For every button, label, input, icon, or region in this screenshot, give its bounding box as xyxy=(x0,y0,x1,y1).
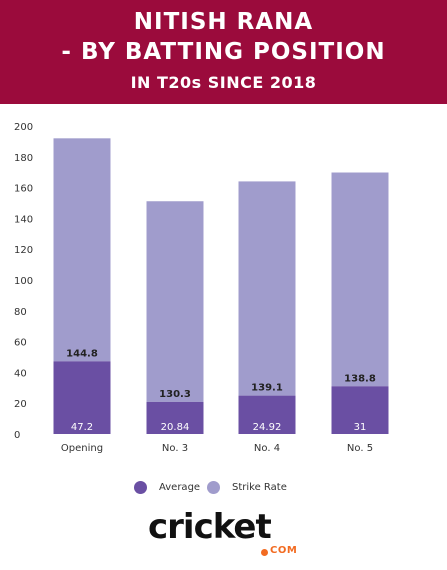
y-tick-label: 180 xyxy=(14,153,33,164)
y-tick-label: 100 xyxy=(14,276,33,287)
data-labels: 144.8 47.2 130.3 20.84 139.1 24.92 138.8 31 xyxy=(66,348,376,433)
chart-title-line-2: - BY BATTING POSITION xyxy=(61,39,386,65)
y-tick-label: 60 xyxy=(14,338,27,349)
bar-average xyxy=(331,386,389,434)
stacked-bar-chart: 0 20 40 60 80 100 120 140 160 180 200 144.8 47.2 130… xyxy=(14,122,389,454)
y-tick-label: 40 xyxy=(14,368,27,379)
data-label-average: 47.2 xyxy=(71,422,93,433)
data-label-average: 31 xyxy=(354,422,367,433)
legend-label-average: Average xyxy=(159,481,201,493)
bar-strike-rate xyxy=(53,138,111,362)
bar-average xyxy=(238,395,296,434)
legend-item-average: Average xyxy=(134,479,200,495)
x-axis: Opening No. 3 No. 4 No. 5 xyxy=(61,443,373,454)
y-tick-label: 200 xyxy=(14,122,33,133)
x-tick-label: No. 4 xyxy=(254,443,280,454)
x-tick-label: No. 3 xyxy=(162,443,188,454)
bar-average xyxy=(146,401,204,434)
x-tick-label: No. 5 xyxy=(347,443,373,454)
y-tick-label: 140 xyxy=(14,214,33,225)
legend-swatch-average xyxy=(134,480,147,494)
bars xyxy=(53,138,389,434)
y-tick-label: 120 xyxy=(14,245,33,256)
chart-title-line-1: NITISH RANA xyxy=(133,9,314,35)
data-label-average: 20.84 xyxy=(161,422,190,433)
logo-dot-icon xyxy=(261,549,268,556)
data-label-strike-rate: 130.3 xyxy=(159,389,191,400)
bar-strike-rate xyxy=(146,201,204,402)
x-tick-label: Opening xyxy=(61,443,103,454)
data-label-strike-rate: 144.8 xyxy=(66,348,98,359)
header-banner: NITISH RANA - BY BATTING POSITION IN T20… xyxy=(0,0,447,104)
chart-subtitle: IN T20s SINCE 2018 xyxy=(130,73,317,92)
y-tick-label: 160 xyxy=(14,184,33,195)
y-tick-label: 0 xyxy=(14,430,20,441)
y-tick-label: 20 xyxy=(14,399,27,410)
legend-label-strike-rate: Strike Rate xyxy=(232,481,287,493)
legend-swatch-strike-rate xyxy=(207,480,220,494)
legend: Average Strike Rate xyxy=(0,479,447,495)
y-tick-label: 80 xyxy=(14,307,27,318)
data-label-average: 24.92 xyxy=(253,422,282,433)
logo-suffix: COM xyxy=(270,545,298,556)
bar-strike-rate xyxy=(238,181,296,396)
bar-average xyxy=(53,361,111,434)
legend-item-strike-rate: Strike Rate xyxy=(207,479,287,495)
data-label-strike-rate: 138.8 xyxy=(344,373,376,384)
data-label-strike-rate: 139.1 xyxy=(251,383,283,394)
bar-strike-rate xyxy=(331,172,389,387)
cricket-com-logo: cricket COM xyxy=(148,510,308,560)
y-axis: 0 20 40 60 80 100 120 140 160 180 200 xyxy=(14,122,33,441)
logo-wordmark: cricket xyxy=(148,507,272,547)
